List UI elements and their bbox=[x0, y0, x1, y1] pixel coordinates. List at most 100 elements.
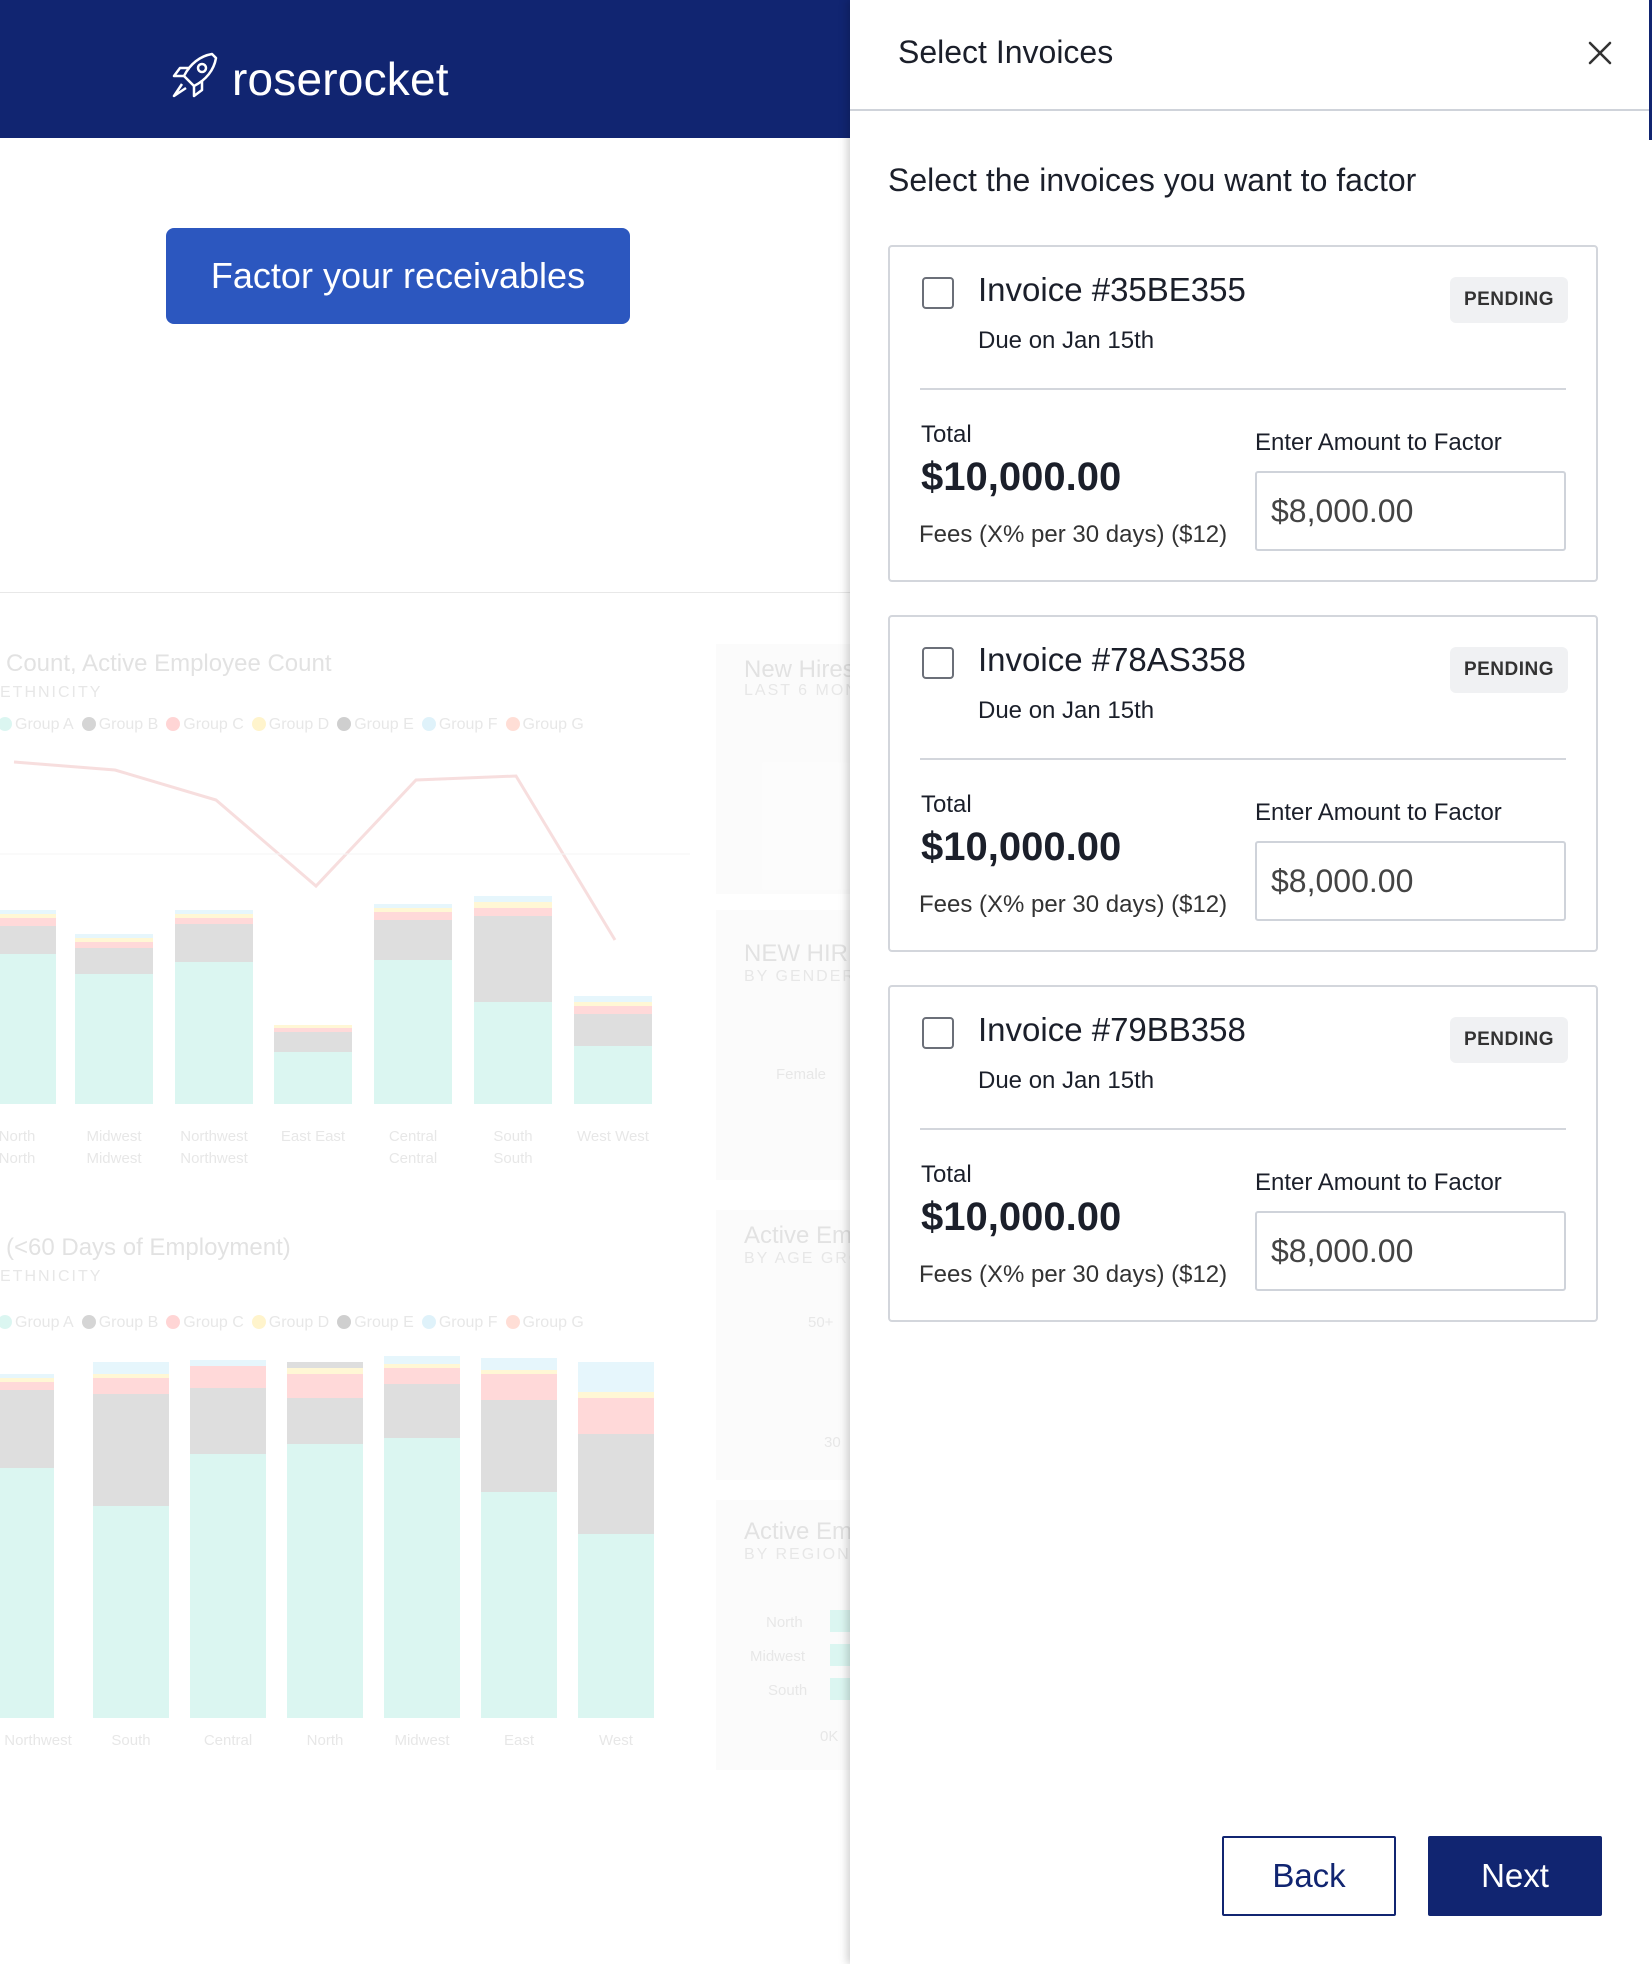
bar-segment bbox=[93, 1374, 169, 1378]
amount-to-factor-input[interactable] bbox=[1255, 841, 1566, 921]
bar-segment bbox=[474, 1002, 552, 1104]
checkbox-icon[interactable] bbox=[922, 277, 954, 309]
axis-label: Central bbox=[388, 1128, 438, 1145]
axis-label: Midwest bbox=[86, 1150, 142, 1167]
card-subtitle: LAST 6 MON bbox=[744, 682, 850, 699]
bar-segment bbox=[190, 1366, 266, 1388]
axis-label: East bbox=[503, 1732, 534, 1749]
bar-segment bbox=[287, 1368, 363, 1374]
panel-title: Count, Active Employee Count bbox=[6, 650, 332, 677]
bar-segment bbox=[75, 974, 153, 1104]
bar-segment bbox=[0, 1378, 54, 1382]
bar-segment bbox=[384, 1368, 460, 1384]
bar-segment bbox=[481, 1492, 557, 1718]
legend-dot bbox=[0, 1315, 12, 1329]
bar-segment bbox=[0, 954, 56, 1104]
fees-text: Fees (X% per 30 days) ($12) bbox=[919, 521, 1228, 548]
dashboard-background: Count, Active Employee Count ETHNICITY G… bbox=[0, 592, 850, 1772]
axis-label: West bbox=[599, 1732, 633, 1749]
bar-segment bbox=[481, 1400, 557, 1492]
bar-segment bbox=[474, 896, 552, 902]
bar-segment bbox=[190, 1388, 266, 1454]
line-series bbox=[0, 760, 690, 941]
invoice-due-date: Due on Jan 15th bbox=[978, 327, 1155, 354]
card-subtitle: BY REGION bbox=[744, 1546, 850, 1563]
new-hires-card: New Hires LAST 6 MON bbox=[716, 644, 850, 894]
bar-segment bbox=[578, 1392, 654, 1398]
invoice-card: Invoice #79BB358 Due on Jan 15th PENDING… bbox=[888, 985, 1598, 1322]
bar-segment bbox=[384, 1356, 460, 1364]
legend-label: Group F bbox=[438, 1314, 498, 1331]
legend-label: Group D bbox=[268, 716, 330, 733]
invoice-due-date: Due on Jan 15th bbox=[978, 1067, 1155, 1094]
legend-label: Group D bbox=[268, 1314, 330, 1331]
bar-segment bbox=[574, 1046, 652, 1104]
active-employees-region-card: Active Em BY REGION North Midwest South … bbox=[716, 1500, 850, 1770]
bar-segment bbox=[578, 1362, 654, 1392]
status-badge: PENDING bbox=[1450, 277, 1568, 323]
top-navigation-bar: roserocket bbox=[0, 0, 850, 138]
legend-label: Group A bbox=[15, 716, 74, 733]
chart-legend: Group A Group B Group C Group D Group E Group… bbox=[0, 1314, 584, 1332]
new-hire-gender-card: NEW HIRE BY GENDER Female bbox=[716, 910, 850, 1180]
checkbox-icon[interactable] bbox=[922, 647, 954, 679]
card-label: 0K bbox=[820, 1728, 839, 1745]
bar-segment bbox=[287, 1398, 363, 1444]
card-subtitle: BY AGE GRO bbox=[744, 1250, 850, 1267]
legend-label: Group C bbox=[183, 1314, 244, 1331]
axis-label: North bbox=[0, 1128, 36, 1145]
total-amount: $10,000.00 bbox=[921, 455, 1122, 499]
bar-segment bbox=[384, 1438, 460, 1718]
bar-segment bbox=[274, 1025, 352, 1028]
card-label: Female bbox=[776, 1066, 827, 1083]
bar-segment bbox=[93, 1378, 169, 1394]
legend-dot bbox=[166, 1315, 181, 1329]
panel-title: (<60 Days of Employment) bbox=[6, 1234, 291, 1261]
bar-segment bbox=[474, 916, 552, 1002]
amount-to-factor-input[interactable] bbox=[1255, 1211, 1566, 1291]
card-label: North bbox=[766, 1614, 803, 1631]
amount-label: Enter Amount to Factor bbox=[1255, 799, 1502, 826]
divider bbox=[0, 592, 850, 593]
chart-legend: Group A Group B Group C Group D Group E Group… bbox=[0, 716, 584, 734]
bar-segment bbox=[374, 908, 452, 912]
bar-segment bbox=[0, 1390, 54, 1468]
total-label: Total bbox=[921, 1161, 972, 1188]
amount-label: Enter Amount to Factor bbox=[1255, 1169, 1502, 1196]
bar-segment bbox=[75, 938, 153, 942]
panel-subtitle: ETHNICITY bbox=[0, 1268, 103, 1285]
axis-label: Northwest bbox=[180, 1128, 248, 1145]
bar-segment bbox=[175, 914, 253, 918]
axis-label: Northwest bbox=[180, 1150, 248, 1167]
bar-segment bbox=[384, 1384, 460, 1438]
amount-to-factor-input[interactable] bbox=[1255, 471, 1566, 551]
card-label: 30 bbox=[824, 1434, 841, 1451]
bar-segment bbox=[93, 1506, 169, 1718]
panel-subtitle: ETHNICITY bbox=[0, 684, 103, 701]
total-amount: $10,000.00 bbox=[921, 1195, 1122, 1239]
bar-segment bbox=[578, 1434, 654, 1534]
card-title: Active Em bbox=[744, 1222, 850, 1249]
bar-segment bbox=[0, 1382, 54, 1390]
drawer-title: Select Invoices bbox=[898, 34, 1114, 70]
legend-label: Group B bbox=[98, 716, 159, 733]
next-button[interactable]: Next bbox=[1428, 1836, 1602, 1916]
bar-segment bbox=[0, 910, 56, 914]
bar-segment bbox=[0, 914, 56, 918]
bar-segment bbox=[0, 926, 56, 954]
bar-segment bbox=[374, 920, 452, 960]
bar-segment bbox=[175, 962, 253, 1104]
amount-label: Enter Amount to Factor bbox=[1255, 429, 1502, 456]
factor-receivables-button[interactable]: Factor your receivables bbox=[166, 228, 630, 324]
bar-segment bbox=[0, 918, 56, 926]
card-title: Active Em bbox=[744, 1518, 850, 1545]
checkbox-icon[interactable] bbox=[922, 1017, 954, 1049]
close-icon[interactable] bbox=[1585, 38, 1615, 68]
brand-logo[interactable]: roserocket bbox=[166, 48, 449, 109]
bar-segment bbox=[175, 918, 253, 924]
active-employees-age-card: Active Em BY AGE GRO 50+ 30 bbox=[716, 1210, 850, 1480]
back-button[interactable]: Back bbox=[1222, 1836, 1396, 1916]
legend-dot bbox=[0, 717, 12, 731]
total-amount: $10,000.00 bbox=[921, 825, 1122, 869]
legend-label: Group G bbox=[522, 1314, 584, 1331]
